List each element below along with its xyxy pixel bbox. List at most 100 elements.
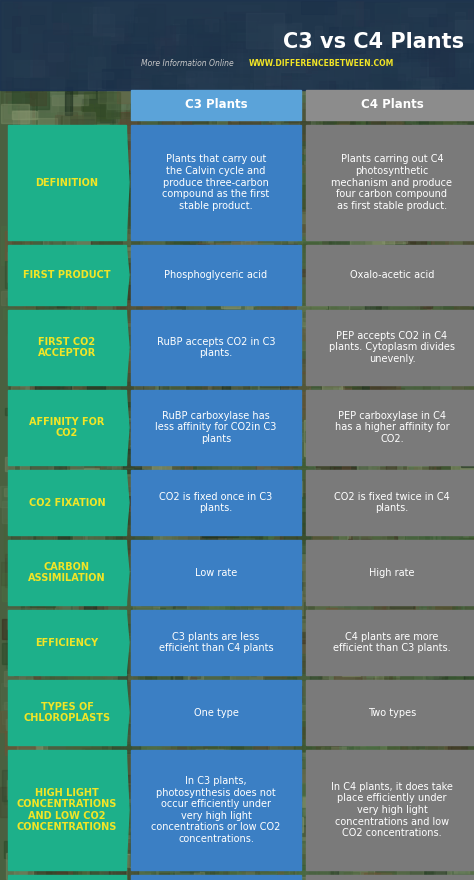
Bar — [20, 686, 54, 717]
Bar — [371, 648, 384, 659]
Bar — [342, 461, 350, 481]
Bar — [437, 540, 445, 564]
Bar — [205, 516, 236, 548]
Bar — [213, 818, 225, 845]
Bar — [100, 614, 116, 642]
Bar — [223, 639, 255, 676]
Bar — [440, 269, 452, 291]
Bar — [300, 38, 339, 67]
Bar — [203, 562, 231, 599]
Bar — [188, 470, 220, 498]
Bar — [253, 330, 289, 367]
Bar — [95, 680, 109, 706]
Bar — [391, 878, 401, 880]
Bar — [294, 364, 325, 384]
Bar — [43, 338, 81, 375]
Bar — [391, 24, 403, 62]
Bar — [84, 426, 123, 460]
Bar — [329, 27, 365, 54]
Bar — [193, 767, 215, 794]
Bar — [208, 724, 243, 757]
Bar — [299, 95, 307, 121]
Bar — [337, 488, 355, 505]
Bar — [344, 46, 359, 57]
Bar — [113, 539, 150, 570]
Bar — [404, 629, 411, 650]
Bar — [65, 251, 90, 274]
Bar — [383, 206, 421, 227]
Bar — [285, 51, 310, 78]
Bar — [356, 341, 378, 370]
Bar — [202, 408, 215, 436]
Bar — [283, 189, 294, 205]
Bar — [79, 615, 117, 634]
Bar — [301, 154, 340, 165]
Bar — [88, 590, 116, 605]
Bar — [42, 362, 81, 387]
Bar — [201, 802, 209, 829]
Bar — [273, 48, 295, 70]
Bar — [138, 669, 169, 705]
Bar — [393, 700, 413, 733]
Bar — [63, 469, 98, 507]
Bar — [163, 384, 201, 421]
Bar — [291, 168, 308, 195]
Bar — [399, 670, 431, 698]
Bar — [246, 561, 260, 568]
Bar — [188, 211, 203, 232]
Bar — [351, 138, 370, 150]
Bar — [32, 219, 48, 246]
Bar — [163, 785, 179, 823]
Bar — [446, 522, 469, 561]
Bar — [319, 82, 335, 98]
Bar — [238, 145, 277, 181]
Bar — [31, 751, 58, 790]
Bar — [8, 875, 126, 880]
Bar — [70, 293, 82, 301]
Bar — [383, 184, 399, 211]
Bar — [184, 499, 197, 522]
Bar — [131, 875, 301, 880]
Bar — [12, 248, 43, 263]
Bar — [116, 136, 154, 173]
Bar — [104, 769, 115, 776]
Bar — [162, 727, 189, 741]
Bar — [321, 747, 348, 755]
Bar — [424, 709, 454, 736]
Bar — [40, 687, 67, 713]
Bar — [226, 150, 261, 170]
Bar — [146, 814, 162, 852]
Bar — [235, 340, 249, 376]
Bar — [290, 573, 299, 580]
Bar — [330, 608, 370, 634]
Bar — [243, 143, 260, 169]
Bar — [159, 864, 197, 880]
Bar — [337, 821, 357, 840]
Bar — [56, 392, 64, 404]
Polygon shape — [126, 125, 129, 240]
Bar — [255, 270, 274, 306]
Bar — [31, 737, 44, 756]
Bar — [85, 749, 118, 781]
Bar — [326, 136, 359, 149]
Bar — [208, 303, 226, 321]
Bar — [228, 429, 234, 446]
Bar — [175, 477, 213, 510]
Bar — [224, 340, 254, 354]
Bar — [62, 509, 100, 527]
Bar — [201, 254, 211, 291]
Bar — [391, 334, 419, 351]
Bar — [134, 332, 168, 357]
Bar — [453, 778, 474, 815]
Bar — [182, 752, 208, 791]
Bar — [242, 705, 258, 735]
Bar — [258, 14, 291, 23]
Bar — [110, 335, 134, 374]
Bar — [88, 620, 124, 656]
Bar — [196, 809, 224, 847]
Bar — [197, 809, 213, 832]
Bar — [222, 540, 248, 549]
Bar — [438, 615, 466, 633]
Bar — [319, 363, 356, 378]
Bar — [274, 840, 283, 858]
